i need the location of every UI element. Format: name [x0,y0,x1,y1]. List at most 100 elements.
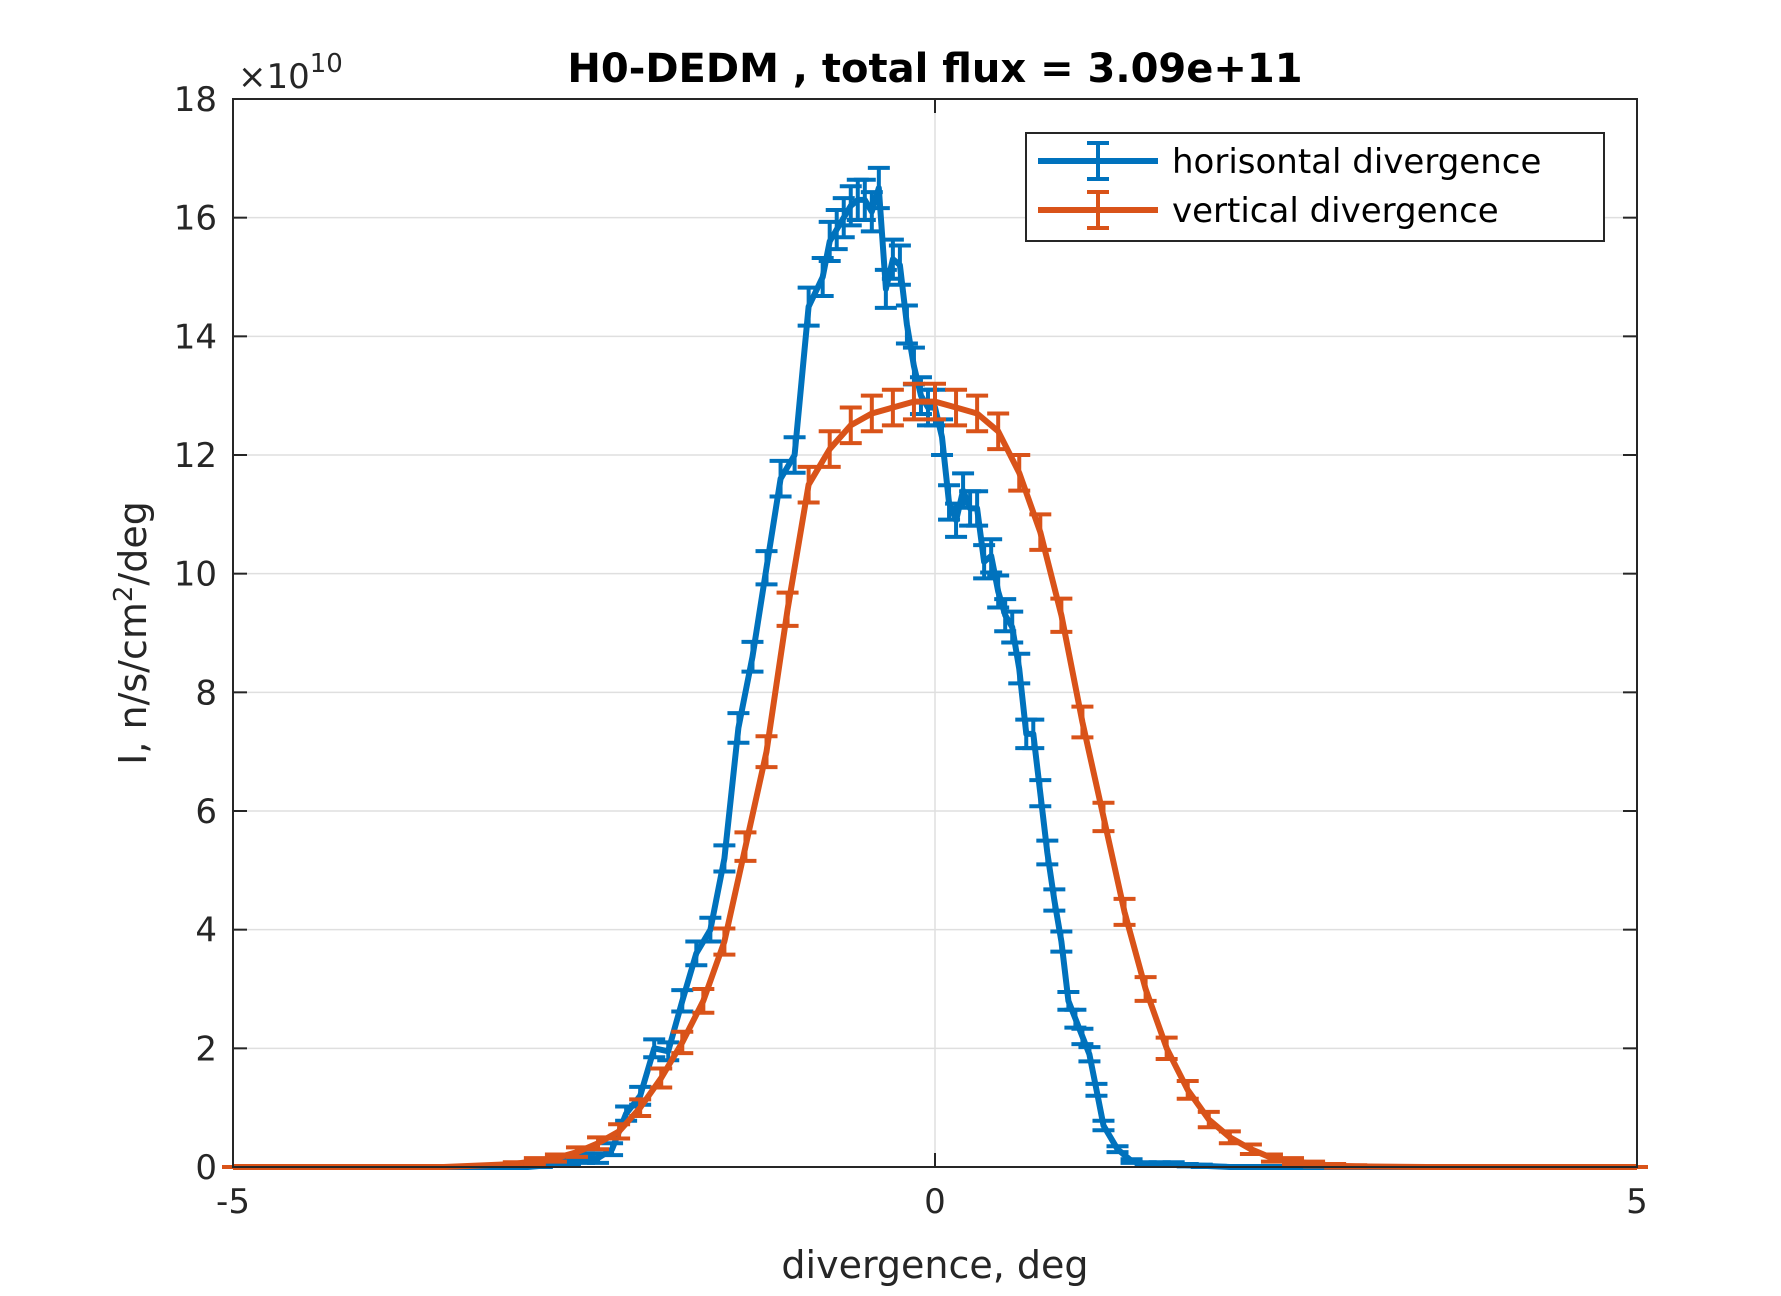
error-bar [1071,704,1094,740]
error-bar [1106,1144,1129,1155]
error-bar [987,411,1010,452]
error-bar [980,537,1003,575]
error-bar [769,458,792,499]
error-bar [734,830,757,863]
error-bar [755,549,778,587]
error-bar [924,381,946,422]
x-tick-label: -5 [216,1182,250,1222]
error-bar [565,1145,588,1159]
legend-entry: vertical divergence [1038,190,1499,231]
error-bar [608,1122,631,1141]
legend-label: horisontal divergence [1172,142,1541,182]
error-bar [544,1152,567,1164]
error-bar [650,1066,673,1090]
y-axis-label-tail: /deg [111,501,155,585]
error-bar [1050,596,1073,634]
error-bar [895,303,918,346]
y-tick-label: 18 [174,80,217,120]
error-bar [839,405,862,446]
error-bar [867,165,890,211]
error-bar [671,1029,694,1056]
chart-title: H0-DEDM , total flux = 3.09e+11 [567,46,1302,92]
error-bar [888,243,911,287]
x-axis-label: divergence, deg [781,1243,1088,1287]
legend-entries: horisontal divergence vertical divergence [1038,141,1541,231]
y-tick-label: 4 [195,911,217,951]
error-bar [797,464,820,505]
x-tick-label: 5 [1626,1182,1648,1222]
error-bar [1092,800,1115,834]
y-axis-label: I, n/s/cm2/deg [109,501,155,765]
legend: horisontal divergence vertical divergence [1025,132,1605,242]
error-bar [966,489,989,528]
error-bar [1134,975,1157,1003]
error-bar [1260,1152,1283,1164]
error-bar [755,734,778,770]
error-bar [945,387,968,428]
y-tick-label: 6 [195,792,217,832]
error-bar [1036,838,1059,867]
error-bar [797,285,820,328]
y-axis-label-main: I, n/s/cm [111,602,155,765]
error-bar [1043,887,1066,913]
error-bar [1218,1129,1241,1146]
error-bar [776,590,799,628]
error-bar [601,1141,624,1158]
error-bar [1176,1078,1199,1101]
error-bar [1282,1156,1305,1167]
error-bar [902,381,925,422]
y-multiplier-base: ×10 [238,57,310,97]
error-bar [1008,453,1031,493]
error-bar [818,429,841,469]
error-bar [966,393,989,434]
x-tick-label: 0 [924,1182,946,1222]
error-bar [1022,717,1045,751]
error-bar [692,987,715,1015]
error-bar [1085,1081,1108,1098]
y-tick-label: 2 [195,1029,217,1069]
error-bar [1050,929,1073,954]
error-bar [783,435,806,475]
error-bar [881,387,904,428]
error-bar [699,915,722,944]
error-bar [860,393,883,434]
y-tick-label: 16 [174,199,217,239]
error-bar [587,1135,610,1152]
error-bar [502,1160,525,1168]
y-tick-label: 14 [174,317,217,357]
error-bar [657,1040,680,1063]
legend-label: vertical divergence [1172,191,1499,231]
error-bar [1155,1035,1178,1062]
y-tick-label: 0 [195,1148,217,1188]
error-bar [727,711,750,745]
error-bar [671,988,694,1014]
error-bar [1078,1045,1101,1064]
y-axis-multiplier: ×1010 [238,49,343,97]
legend-entry: horisontal divergence [1038,141,1541,182]
y-tick-label: 8 [195,673,217,713]
legend-box [1025,132,1605,242]
error-bar [629,1097,652,1118]
y-axis-label-superscript: 2 [109,586,139,603]
error-bar [713,926,736,957]
error-bar [1197,1109,1220,1130]
error-bar [1008,651,1031,686]
y-tick-label: 12 [174,436,217,476]
error-bar [1092,1118,1115,1133]
error-bar [1071,1026,1094,1047]
error-bar [643,1037,666,1060]
error-bar [1029,512,1052,552]
error-bar [523,1156,546,1167]
y-tick-label: 10 [174,555,217,595]
error-bar [713,843,736,874]
error-bar [1239,1142,1262,1156]
error-bar [1113,896,1136,927]
error-bar [741,639,764,674]
error-bar [1001,609,1024,645]
series-vertical [222,381,1648,1170]
y-multiplier-exponent: 10 [310,49,343,79]
error-bar [1029,778,1052,809]
